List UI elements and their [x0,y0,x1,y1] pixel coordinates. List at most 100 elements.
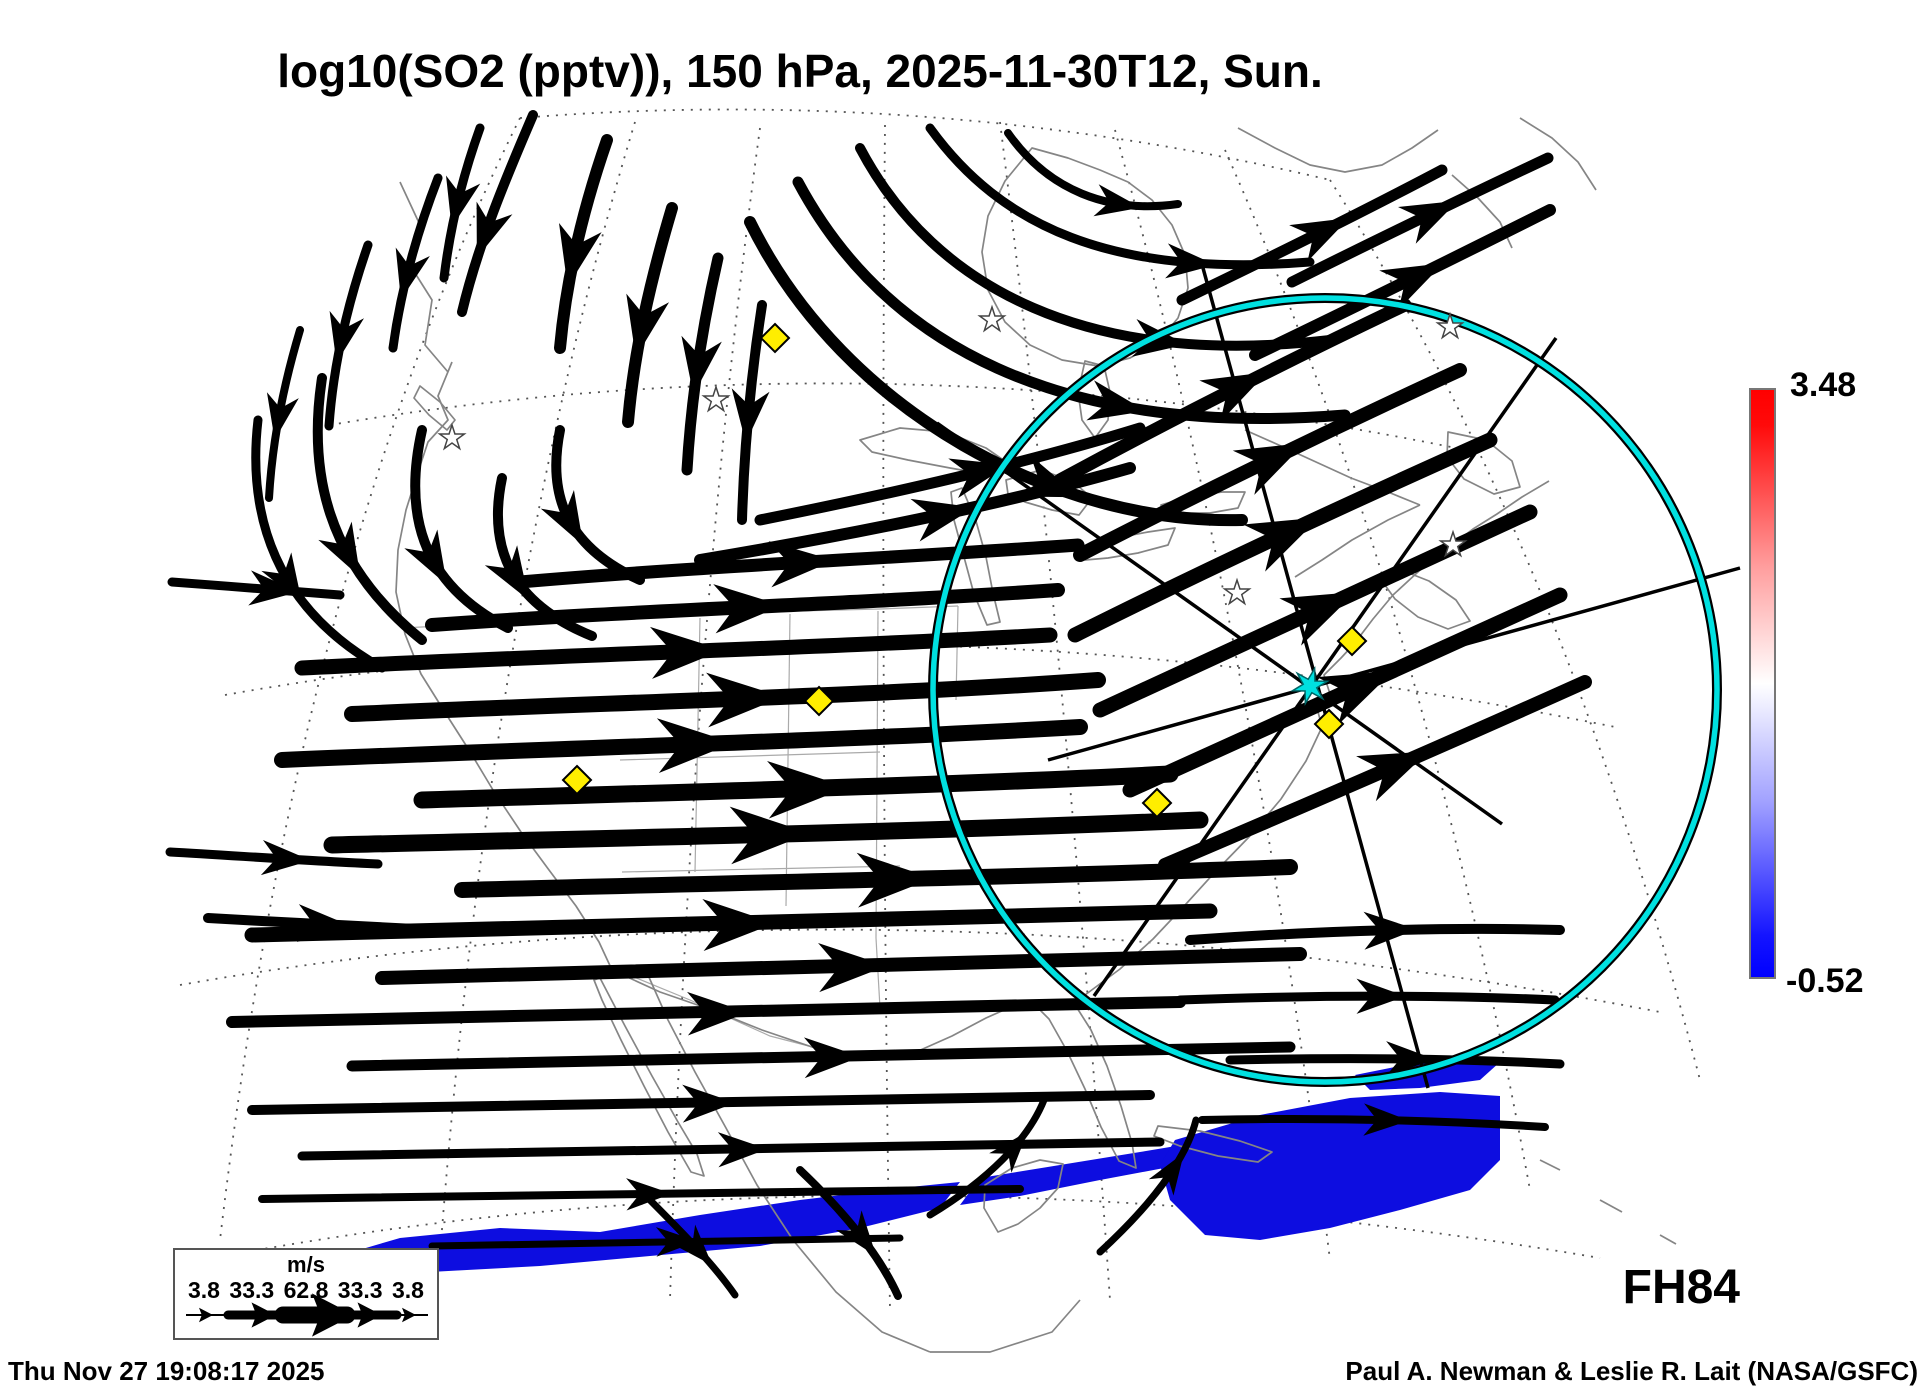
wind-legend-arrowhead [199,1307,213,1323]
streamline-arrowhead [729,806,811,865]
colorbar-max-label: 3.48 [1790,366,1857,404]
wind-speed-legend: m/s 3.8 33.3 62.8 33.3 3.8 [174,1249,438,1339]
streamline-arrowhead [1385,1041,1436,1077]
city-star-marker [1438,529,1468,558]
streamline-arrowhead [717,1132,768,1168]
coastline [1294,504,1421,578]
streamline-arrowhead [713,584,783,634]
streamline-arrowhead [1086,380,1146,421]
streamline-arrowhead [702,898,775,951]
coastline [413,385,456,431]
streamline-arrowhead [1279,592,1356,646]
coastline [1539,1159,1561,1171]
city-star-marker [437,422,467,451]
wind-streamline [926,1096,1048,1219]
coastline [395,361,613,971]
wind-streamline [855,143,1335,351]
center-star-marker [1290,666,1330,706]
colorbar-min-label: -0.52 [1786,962,1864,1000]
streamline-arrowhead [731,388,770,443]
wind-streamline [1004,129,1182,211]
streamline-arrowhead [260,839,312,876]
waypoint-diamond [803,685,835,717]
wind-streamline [1096,1116,1200,1256]
streamline-arrowhead [329,310,365,363]
graticule-parallel [519,108,1331,181]
wind-legend-arrowhead [312,1293,354,1337]
streamline-arrowhead [540,489,584,546]
graticule-meridian [219,117,521,1241]
waypoint-diamond [759,322,791,354]
streamline-arrowhead [1363,911,1417,950]
coastline [1659,1234,1677,1245]
streamline-arrowhead [1148,1152,1185,1196]
so2-low-region [1160,1092,1500,1240]
coastline [930,1299,1081,1353]
streamline-arrowhead [649,626,723,679]
streamline-arrowhead [803,1037,862,1079]
colorbar [1749,388,1776,979]
wind-legend-arrowhead [402,1307,416,1323]
coastline [1381,567,1471,630]
wind-streamline [167,577,345,600]
coastline [1237,127,1439,173]
streamline-arrowhead [1093,184,1141,217]
graticule-meridian [669,127,761,1301]
streamline-arrowhead [818,942,887,993]
coastline [1519,117,1597,191]
wind-legend-values: 3.8 33.3 62.8 33.3 3.8 [174,1277,438,1303]
wind-legend-value: 62.8 [283,1277,329,1303]
streamline-arrowhead [989,1131,1028,1173]
so2-low-region [1355,1058,1500,1090]
streamline-arrowhead [1165,243,1216,279]
coastline [593,977,705,1177]
streamline-arrowhead [1356,978,1406,1014]
graticule-meridian [999,121,1111,1301]
state-border [875,937,881,1009]
wind-legend-units: m/s [287,1252,325,1277]
wind-streamline [754,422,1146,526]
city-star-marker [1222,577,1252,606]
city-star-marker [977,304,1007,333]
wind-streamline [792,176,1351,424]
coastline [399,181,449,373]
streamline-arrowhead [626,293,670,358]
wind-legend-value: 33.3 [229,1277,275,1303]
wind-streamline [1175,991,1560,1005]
wind-streamline [410,425,513,633]
wind-streamline [694,462,1136,566]
streamline-arrowhead [673,1224,713,1266]
so2-low-region [318,1182,960,1274]
streamline-arrowhead [266,392,299,440]
waypoint-diamond [1141,787,1173,819]
wind-streamline [312,373,427,645]
coastline [1244,429,1421,506]
city-star-marker [701,384,731,413]
state-border [619,751,881,761]
streamline-arrowhead [948,458,1009,499]
wind-legend-arrowhead [357,1302,382,1328]
state-border [621,865,901,873]
streamline-arrowhead [1289,217,1350,262]
streamline-arrowhead [1232,442,1305,495]
coastline [1599,1199,1623,1213]
wind-streamline [1225,1054,1565,1069]
wind-legend-value: 33.3 [337,1277,383,1303]
streamline-arrowhead [1243,517,1320,572]
streamline-arrowhead [1398,200,1459,244]
streamline-arrowhead [1316,671,1394,725]
streamline-arrowhead [404,529,447,585]
streamline-arrowhead [476,201,513,258]
range-circle [930,295,1720,1085]
streamline-arrowhead [681,335,722,395]
state-border [785,613,791,907]
track-line [935,421,1504,826]
streamline-arrowhead [655,1227,698,1257]
graticule-meridian [1224,149,1531,1191]
streamline-arrowhead [1379,263,1444,310]
graticule-meridian [1114,129,1331,1261]
streamline-arrowhead [856,852,934,908]
streamline-arrowhead [248,570,299,606]
